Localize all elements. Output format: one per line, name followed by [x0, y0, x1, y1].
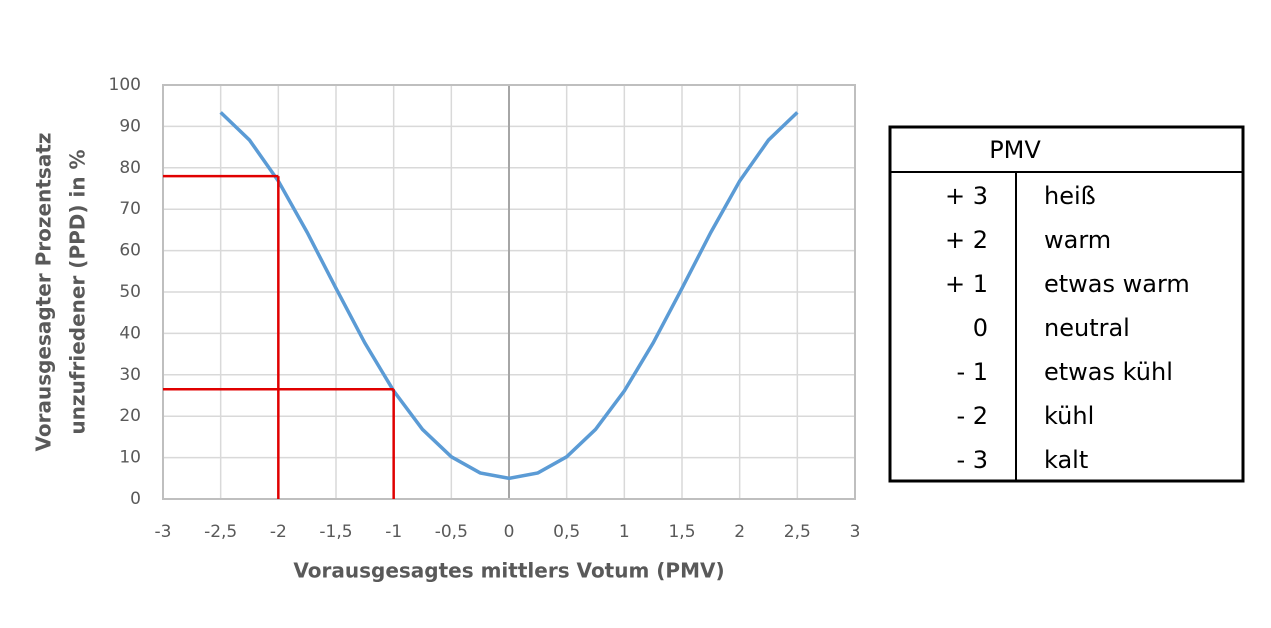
y-tick-label: 80 — [119, 158, 141, 178]
table-cell: + 1 — [945, 270, 988, 298]
y-axis-title: unzufriedener (PPD) in % — [66, 149, 90, 434]
y-tick-label: 90 — [119, 116, 141, 136]
y-tick-label: 0 — [130, 489, 141, 509]
y-tick-label: 100 — [109, 75, 141, 95]
curve — [219, 111, 799, 481]
y-tick-label: 10 — [119, 448, 141, 468]
y-tick-label: 50 — [119, 282, 141, 302]
table-cell: neutral — [1044, 314, 1130, 342]
x-tick-label: -2,5 — [204, 522, 237, 542]
table-header: PMV — [989, 136, 1041, 164]
table-cell: warm — [1044, 226, 1111, 254]
x-tick-label: 1 — [619, 522, 630, 542]
table-cell: + 2 — [945, 226, 988, 254]
plot-border — [162, 84, 856, 500]
x-tick-label: 1,5 — [668, 522, 695, 542]
y-tick-label: 20 — [119, 406, 141, 426]
y-tick-label: 40 — [119, 323, 141, 343]
x-tick-label: -3 — [155, 522, 172, 542]
table-cell: heiß — [1044, 182, 1096, 210]
x-tick-label: 2,5 — [784, 522, 811, 542]
x-tick-label: -2 — [270, 522, 287, 542]
table-cell: etwas warm — [1044, 270, 1190, 298]
x-tick-label: -0,5 — [435, 522, 468, 542]
table-cell: - 2 — [956, 402, 988, 430]
y-axis-title: Vorausgesagter Prozentsatz — [32, 132, 56, 451]
table-border — [888, 125, 1245, 483]
y-tick-label: 60 — [119, 241, 141, 261]
table-cell: kalt — [1044, 446, 1088, 474]
table-cell: 0 — [973, 314, 988, 342]
x-tick-label: -1 — [385, 522, 402, 542]
table-cell: kühl — [1044, 402, 1094, 430]
x-tick-label: 0,5 — [553, 522, 580, 542]
x-tick-label: 3 — [850, 522, 861, 542]
x-tick-label: -1,5 — [319, 522, 352, 542]
table-cell: etwas kühl — [1044, 358, 1173, 386]
y-tick-label: 70 — [119, 199, 141, 219]
y-tick-label: 30 — [119, 365, 141, 385]
table-cell: - 1 — [956, 358, 988, 386]
x-axis-title: Vorausgesagtes mittlers Votum (PMV) — [293, 559, 724, 583]
table-cell: + 3 — [945, 182, 988, 210]
x-tick-label: 0 — [504, 522, 515, 542]
x-tick-label: 2 — [734, 522, 745, 542]
table-cell: - 3 — [956, 446, 988, 474]
